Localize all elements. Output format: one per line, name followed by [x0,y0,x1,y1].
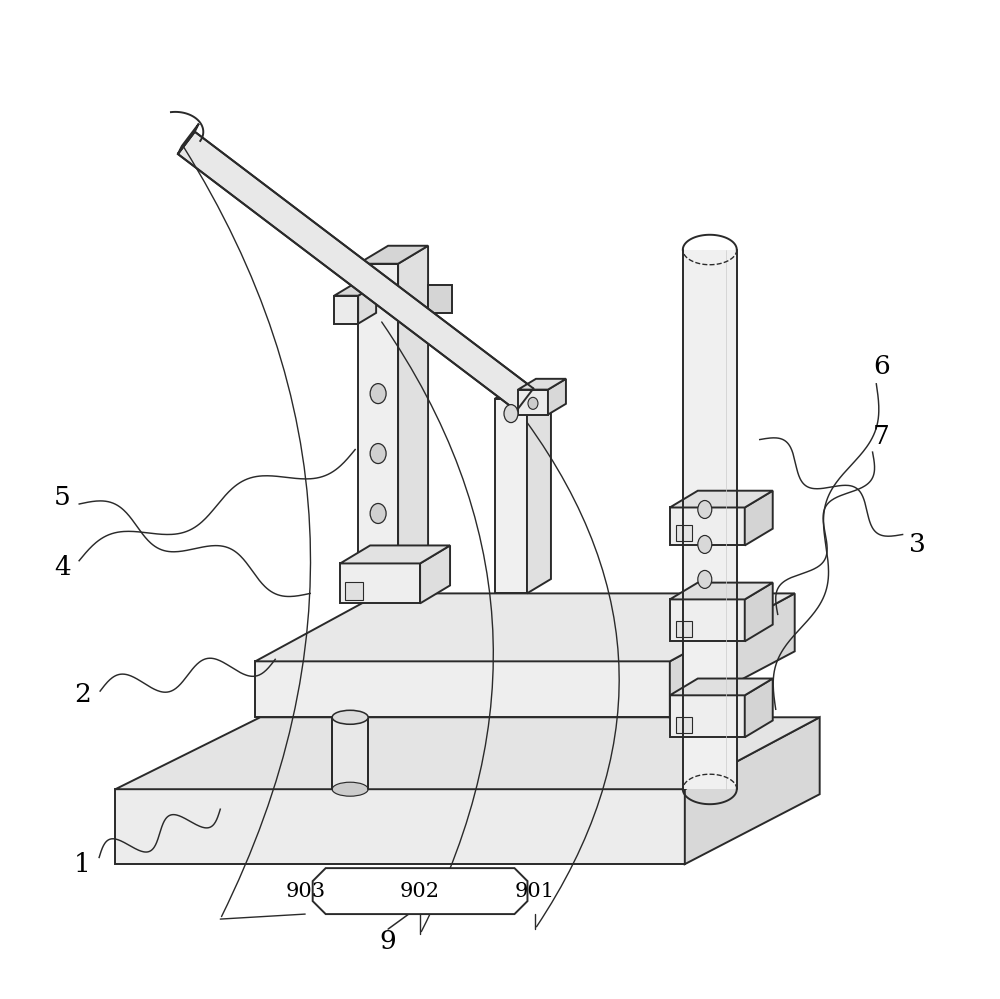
Text: 1: 1 [74,851,91,877]
Ellipse shape [528,398,538,410]
Text: 6: 6 [873,354,890,380]
Ellipse shape [370,503,386,523]
Text: 2: 2 [74,681,91,707]
Ellipse shape [504,405,518,423]
Polygon shape [670,599,745,641]
Ellipse shape [698,535,712,553]
Polygon shape [676,717,692,733]
Polygon shape [178,124,199,154]
Polygon shape [358,246,428,264]
Polygon shape [685,717,820,864]
Text: 3: 3 [909,531,926,557]
Polygon shape [548,379,566,415]
Polygon shape [670,507,745,545]
Polygon shape [670,678,773,695]
Polygon shape [745,491,773,545]
Polygon shape [334,285,376,296]
Polygon shape [670,491,773,507]
Ellipse shape [370,384,386,404]
Text: 903: 903 [285,881,325,901]
Polygon shape [745,582,773,641]
Polygon shape [115,789,685,864]
Polygon shape [670,593,795,717]
Polygon shape [428,285,452,313]
Polygon shape [670,695,745,737]
Ellipse shape [332,782,368,796]
Ellipse shape [332,710,368,724]
Polygon shape [358,264,398,593]
Polygon shape [495,385,551,399]
Polygon shape [334,296,358,324]
Polygon shape [358,285,376,324]
Polygon shape [745,678,773,737]
Polygon shape [420,545,450,603]
Polygon shape [676,525,692,541]
Polygon shape [683,250,737,789]
Polygon shape [518,390,548,415]
Text: 4: 4 [54,554,71,580]
Polygon shape [518,379,566,390]
Polygon shape [115,717,820,789]
Ellipse shape [370,444,386,464]
Polygon shape [527,385,551,593]
Ellipse shape [698,570,712,588]
Text: 9: 9 [380,928,396,954]
Polygon shape [178,132,533,411]
Text: 901: 901 [515,881,555,901]
Polygon shape [670,582,773,599]
Polygon shape [495,399,527,593]
Text: 5: 5 [54,485,71,510]
Polygon shape [345,582,363,600]
Polygon shape [255,593,795,661]
Polygon shape [255,661,670,717]
Polygon shape [398,246,428,593]
Polygon shape [340,545,450,563]
Polygon shape [676,621,692,637]
Polygon shape [340,563,420,603]
Text: 7: 7 [873,424,890,450]
Polygon shape [313,868,527,914]
Text: 902: 902 [400,881,440,901]
Ellipse shape [698,500,712,518]
Polygon shape [332,717,368,789]
